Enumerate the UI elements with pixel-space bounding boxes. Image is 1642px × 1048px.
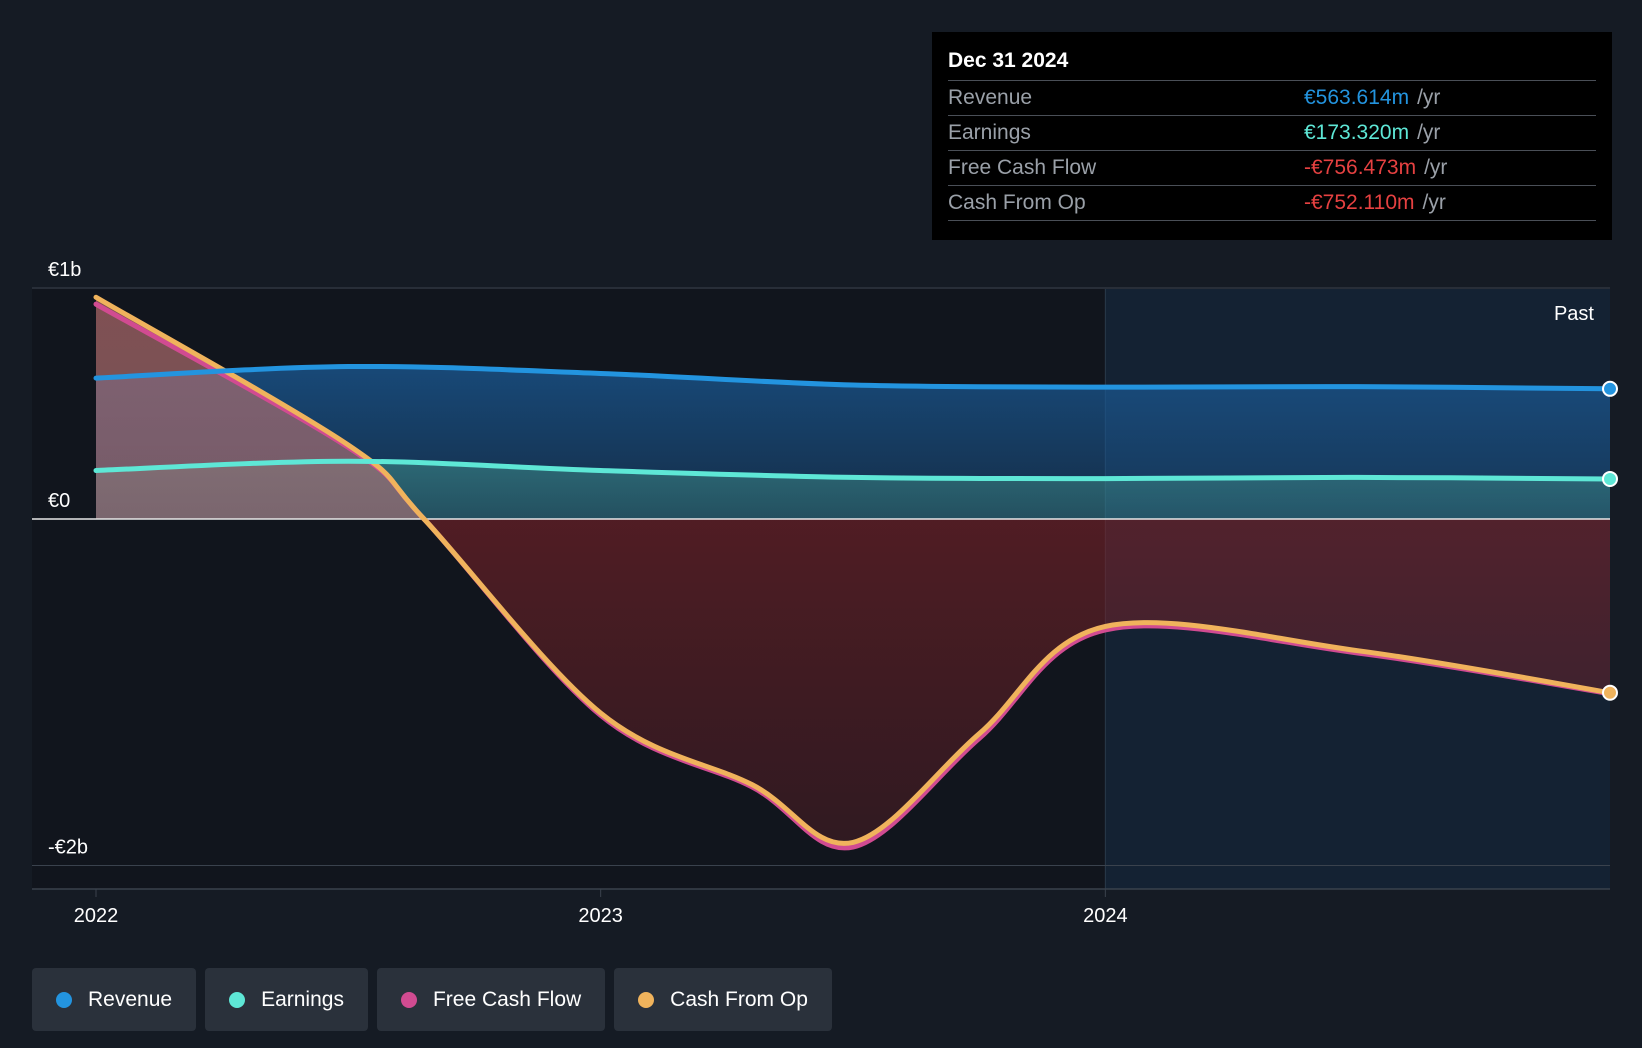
legend-dot-icon <box>400 991 417 1008</box>
past-label: Past <box>1554 303 1594 325</box>
tooltip-unit: /yr <box>1422 191 1446 214</box>
y-tick-label-2: -€2b <box>48 837 88 859</box>
cash-from-op-line <box>93 294 1613 846</box>
tooltip-unit: /yr <box>1417 86 1441 109</box>
tooltip-date: Dec 31 2024 <box>948 49 1069 72</box>
tooltip-unit: /yr <box>1417 121 1441 144</box>
legend-dot-icon <box>56 991 72 1008</box>
legend-label: Free Cash Flow <box>432 987 582 1011</box>
tooltip-row-earnings: Earnings €173.320m /yr <box>948 115 1596 150</box>
revenue-line <box>93 363 1613 392</box>
tooltip-row-free-cash-flow: Free Cash Flow -€756.473m /yr <box>948 150 1596 185</box>
tooltip-row-revenue: Revenue €563.614m /yr <box>948 80 1596 115</box>
legend-item-revenue[interactable]: Revenue <box>32 968 197 1031</box>
tooltip-label: Revenue <box>948 86 1033 109</box>
tooltip-value: -€756.473m <box>1304 156 1417 179</box>
tooltip-label: Earnings <box>948 121 1031 144</box>
revenue-end-point <box>1602 380 1618 397</box>
y-tick-label-1: €0 <box>48 490 70 512</box>
cash-from-op-end-point <box>1602 684 1618 701</box>
earnings-line <box>93 458 1613 482</box>
tooltip-value: €173.320m <box>1304 121 1410 144</box>
x-tick-label-0: 2022 <box>74 905 119 927</box>
tooltip-unit: /yr <box>1424 156 1448 179</box>
legend-label: Earnings <box>261 987 344 1011</box>
legend-item-free-cash-flow[interactable]: Free Cash Flow <box>376 968 606 1031</box>
legend-item-earnings[interactable]: Earnings <box>205 968 368 1031</box>
earnings-area <box>96 461 1610 519</box>
tooltip-label: Free Cash Flow <box>948 156 1097 179</box>
legend-item-cash-from-op[interactable]: Cash From Op <box>614 968 832 1031</box>
tooltip-label: Cash From Op <box>948 191 1086 214</box>
legend: Revenue Earnings Free Cash Flow Cash Fro… <box>32 968 832 1031</box>
x-tick-label-2: 2024 <box>1083 905 1128 927</box>
cash-area-positive <box>96 297 1610 519</box>
legend-dot-icon <box>229 991 246 1008</box>
cash-area-negative <box>96 519 1610 844</box>
legend-label: Cash From Op <box>670 987 808 1011</box>
x-tick-label-1: 2023 <box>578 905 623 927</box>
tooltip-value: €563.614m <box>1304 86 1410 109</box>
legend-label: Revenue <box>88 987 173 1011</box>
earnings-end-point <box>1602 470 1618 487</box>
tooltip-value: -€752.110m <box>1304 191 1415 214</box>
tooltip-row-cash-from-op: Cash From Op -€752.110m /yr <box>948 185 1596 221</box>
tooltip: Dec 31 2024 Revenue €563.614m /yr Earnin… <box>932 32 1612 240</box>
legend-dot-icon <box>638 991 655 1008</box>
y-tick-label-0: €1b <box>48 259 81 281</box>
